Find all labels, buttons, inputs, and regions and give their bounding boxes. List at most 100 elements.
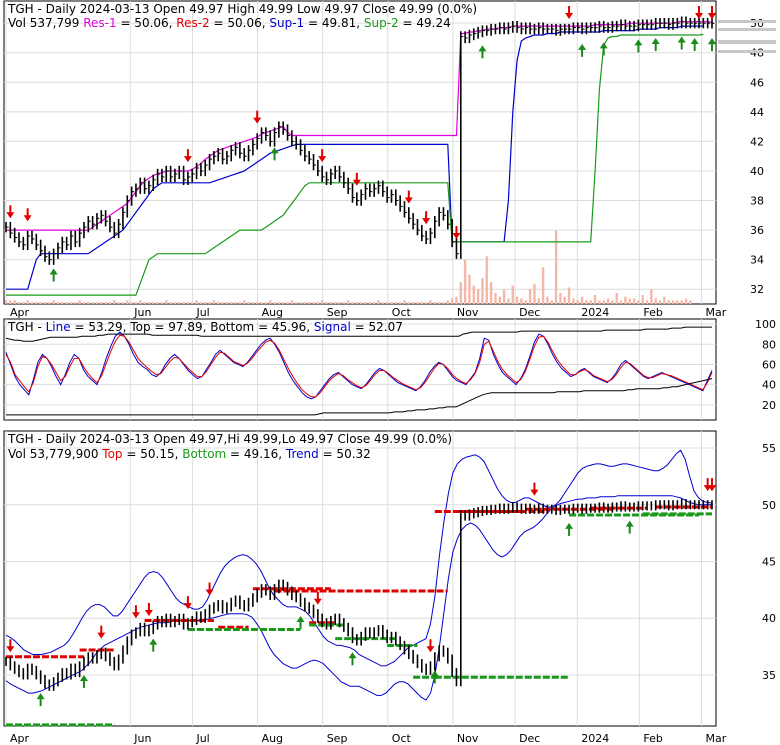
- volume-bar: [195, 300, 198, 304]
- up-arrow-head: [296, 615, 305, 622]
- month-label-bottom: Feb: [643, 732, 662, 745]
- volume-bar: [160, 302, 164, 304]
- volume-bar: [260, 302, 263, 304]
- month-label-top: Sep: [327, 306, 348, 319]
- volume-bar: [147, 302, 151, 304]
- volume-bar: [325, 302, 328, 304]
- volume-bar: [320, 300, 324, 304]
- volume-bar: [611, 300, 614, 304]
- volume-bar: [17, 302, 21, 304]
- volume-bar: [199, 302, 203, 304]
- month-label-bottom: Oct: [392, 732, 412, 745]
- volume-bar: [641, 294, 644, 304]
- edge-stub: [718, 50, 776, 53]
- volume-bar: [385, 302, 389, 304]
- volume-bar: [52, 300, 55, 304]
- volume-bar: [165, 300, 168, 304]
- volume-bar: [312, 302, 315, 304]
- down-arrow-head: [23, 215, 32, 222]
- header-part: = 50.06,: [210, 16, 270, 30]
- up-arrow-head: [599, 42, 608, 49]
- volume-bar: [624, 296, 627, 304]
- edge-stub: [718, 28, 776, 31]
- month-label-bottom: Apr: [10, 732, 30, 745]
- up-arrow-head: [651, 37, 660, 44]
- month-label-top: Mar: [706, 306, 727, 319]
- header-part: Bottom: [210, 320, 254, 334]
- volume-bar: [377, 300, 380, 304]
- volume-bar: [234, 302, 237, 304]
- up-arrow-head: [565, 522, 574, 529]
- volume-bar: [346, 300, 350, 304]
- volume-bar: [69, 302, 73, 304]
- band-tick-label: 40: [762, 612, 776, 625]
- volume-bar: [277, 302, 281, 304]
- volume-bar: [637, 300, 640, 304]
- grid-lines: [4, 1, 716, 726]
- volume-bar: [256, 302, 259, 304]
- volume-bar: [619, 300, 623, 304]
- up-arrow-icon: [149, 638, 158, 652]
- down-arrow-head: [205, 589, 214, 596]
- up-arrow-icon: [478, 45, 487, 59]
- volume-bar: [286, 302, 289, 304]
- volume-bar: [269, 300, 272, 304]
- header-part: TGH - Daily 2024-03-13 Open 49.97,Hi 49.…: [7, 432, 452, 446]
- volume-bar: [338, 302, 341, 304]
- down-arrow-head: [253, 117, 262, 124]
- upper-band-line: [5, 449, 713, 667]
- bands-panel-arrows: [6, 478, 716, 707]
- up-arrow-icon: [270, 147, 279, 161]
- volume-bar: [411, 302, 415, 304]
- volume-bar: [290, 300, 294, 304]
- bands-header-line1: TGH - Daily 2024-03-13 Open 49.97,Hi 49.…: [7, 432, 452, 446]
- volume-bar: [307, 302, 311, 304]
- down-arrow-head: [452, 232, 461, 239]
- volume-bar: [381, 302, 385, 304]
- volume-bar: [442, 302, 445, 304]
- volume-bar: [78, 300, 81, 304]
- volume-bar: [9, 300, 12, 304]
- panel-frames: [3, 0, 717, 727]
- volume-bar: [282, 302, 285, 304]
- up-arrow-head: [690, 37, 699, 44]
- price-tick-label: 40: [750, 165, 764, 178]
- up-arrow-icon: [634, 39, 643, 53]
- volume-bar: [368, 302, 372, 304]
- header-part: = 97.89,: [151, 320, 211, 334]
- volume-bar: [264, 302, 268, 304]
- volume-bar: [355, 302, 359, 304]
- volume-bar: [437, 302, 441, 304]
- down-arrow-icon: [404, 190, 413, 204]
- down-arrow-icon: [565, 6, 574, 19]
- volume-bar: [126, 300, 129, 304]
- month-label-top: 2024: [581, 306, 609, 319]
- volume-bar: [247, 302, 250, 304]
- volume-bar: [35, 302, 38, 304]
- up-arrow-icon: [348, 652, 357, 666]
- volume-bar: [680, 300, 683, 304]
- volume-bar: [585, 300, 588, 304]
- volume-bar: [104, 302, 107, 304]
- volume-bar: [559, 293, 562, 304]
- volume-bar: [212, 300, 216, 304]
- volume-bar: [333, 302, 337, 304]
- volume-bar: [567, 287, 571, 304]
- volume-bar: [563, 296, 566, 304]
- bands-header-line2: Vol 53,779,900 Top = 50.15, Bottom = 49.…: [8, 447, 371, 461]
- header-part: Res-1: [83, 16, 116, 30]
- volume-bar: [398, 302, 402, 304]
- month-label-bottom: Aug: [262, 732, 283, 745]
- volume-bar: [87, 302, 90, 304]
- volume-bar: [541, 267, 545, 304]
- month-label-bottom: Jun: [133, 732, 151, 745]
- up-arrow-head: [49, 268, 58, 275]
- volume-bar: [4, 300, 8, 304]
- volume-bar: [671, 300, 675, 304]
- up-arrow-icon: [430, 670, 439, 684]
- right-edge-stubs: [718, 20, 776, 53]
- down-arrow-head: [708, 485, 716, 492]
- up-arrow-icon: [565, 522, 574, 536]
- month-label-bottom: Dec: [519, 732, 540, 745]
- header-part: = 50.32: [319, 447, 371, 461]
